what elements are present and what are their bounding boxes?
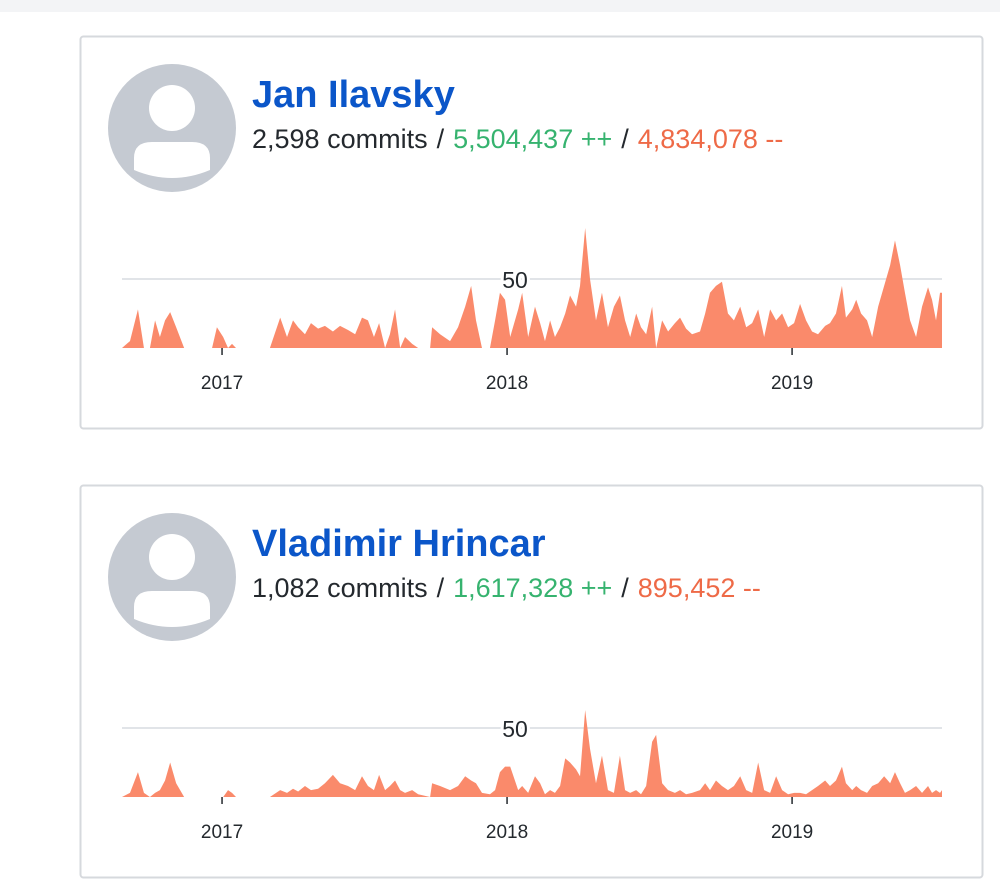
commit-area bbox=[122, 227, 942, 348]
x-tick-label: 2018 bbox=[486, 373, 528, 394]
y-tick-label: 50 bbox=[502, 267, 528, 293]
separator: / bbox=[437, 124, 445, 154]
separator: / bbox=[437, 573, 445, 603]
avatar-body bbox=[134, 142, 210, 178]
contributor-name[interactable]: Jan Ilavsky bbox=[252, 74, 455, 116]
y-tick-label: 50 bbox=[502, 716, 528, 742]
x-tick-label: 2019 bbox=[771, 373, 813, 394]
chart: 50 2017 2018 2019 bbox=[122, 227, 942, 394]
additions: 5,504,437 ++ bbox=[453, 124, 612, 154]
contributor-stats: 2,598 commits / 5,504,437 ++ / 4,834,078 -- bbox=[252, 124, 783, 154]
x-tick-label: 2017 bbox=[201, 822, 243, 843]
x-tick-label: 2019 bbox=[771, 822, 813, 843]
additions: 1,617,328 ++ bbox=[453, 573, 612, 603]
contributor-stats: 1,082 commits / 1,617,328 ++ / 895,452 -- bbox=[252, 573, 761, 603]
avatar-head bbox=[149, 85, 195, 131]
commits: 1,082 commits bbox=[252, 573, 428, 603]
deletions: 4,834,078 -- bbox=[638, 124, 784, 154]
top-bar bbox=[0, 0, 1000, 12]
separator: / bbox=[621, 124, 629, 154]
x-tick-label: 2018 bbox=[486, 822, 528, 843]
avatar-body bbox=[134, 591, 210, 627]
avatar-head bbox=[149, 534, 195, 580]
contributor-name[interactable]: Vladimir Hrincar bbox=[252, 523, 546, 565]
x-tick-label: 2017 bbox=[201, 373, 243, 394]
separator: / bbox=[621, 573, 629, 603]
deletions: 895,452 -- bbox=[638, 573, 761, 603]
commits: 2,598 commits bbox=[252, 124, 428, 154]
chart: 50 2017 2018 2019 bbox=[122, 710, 942, 843]
